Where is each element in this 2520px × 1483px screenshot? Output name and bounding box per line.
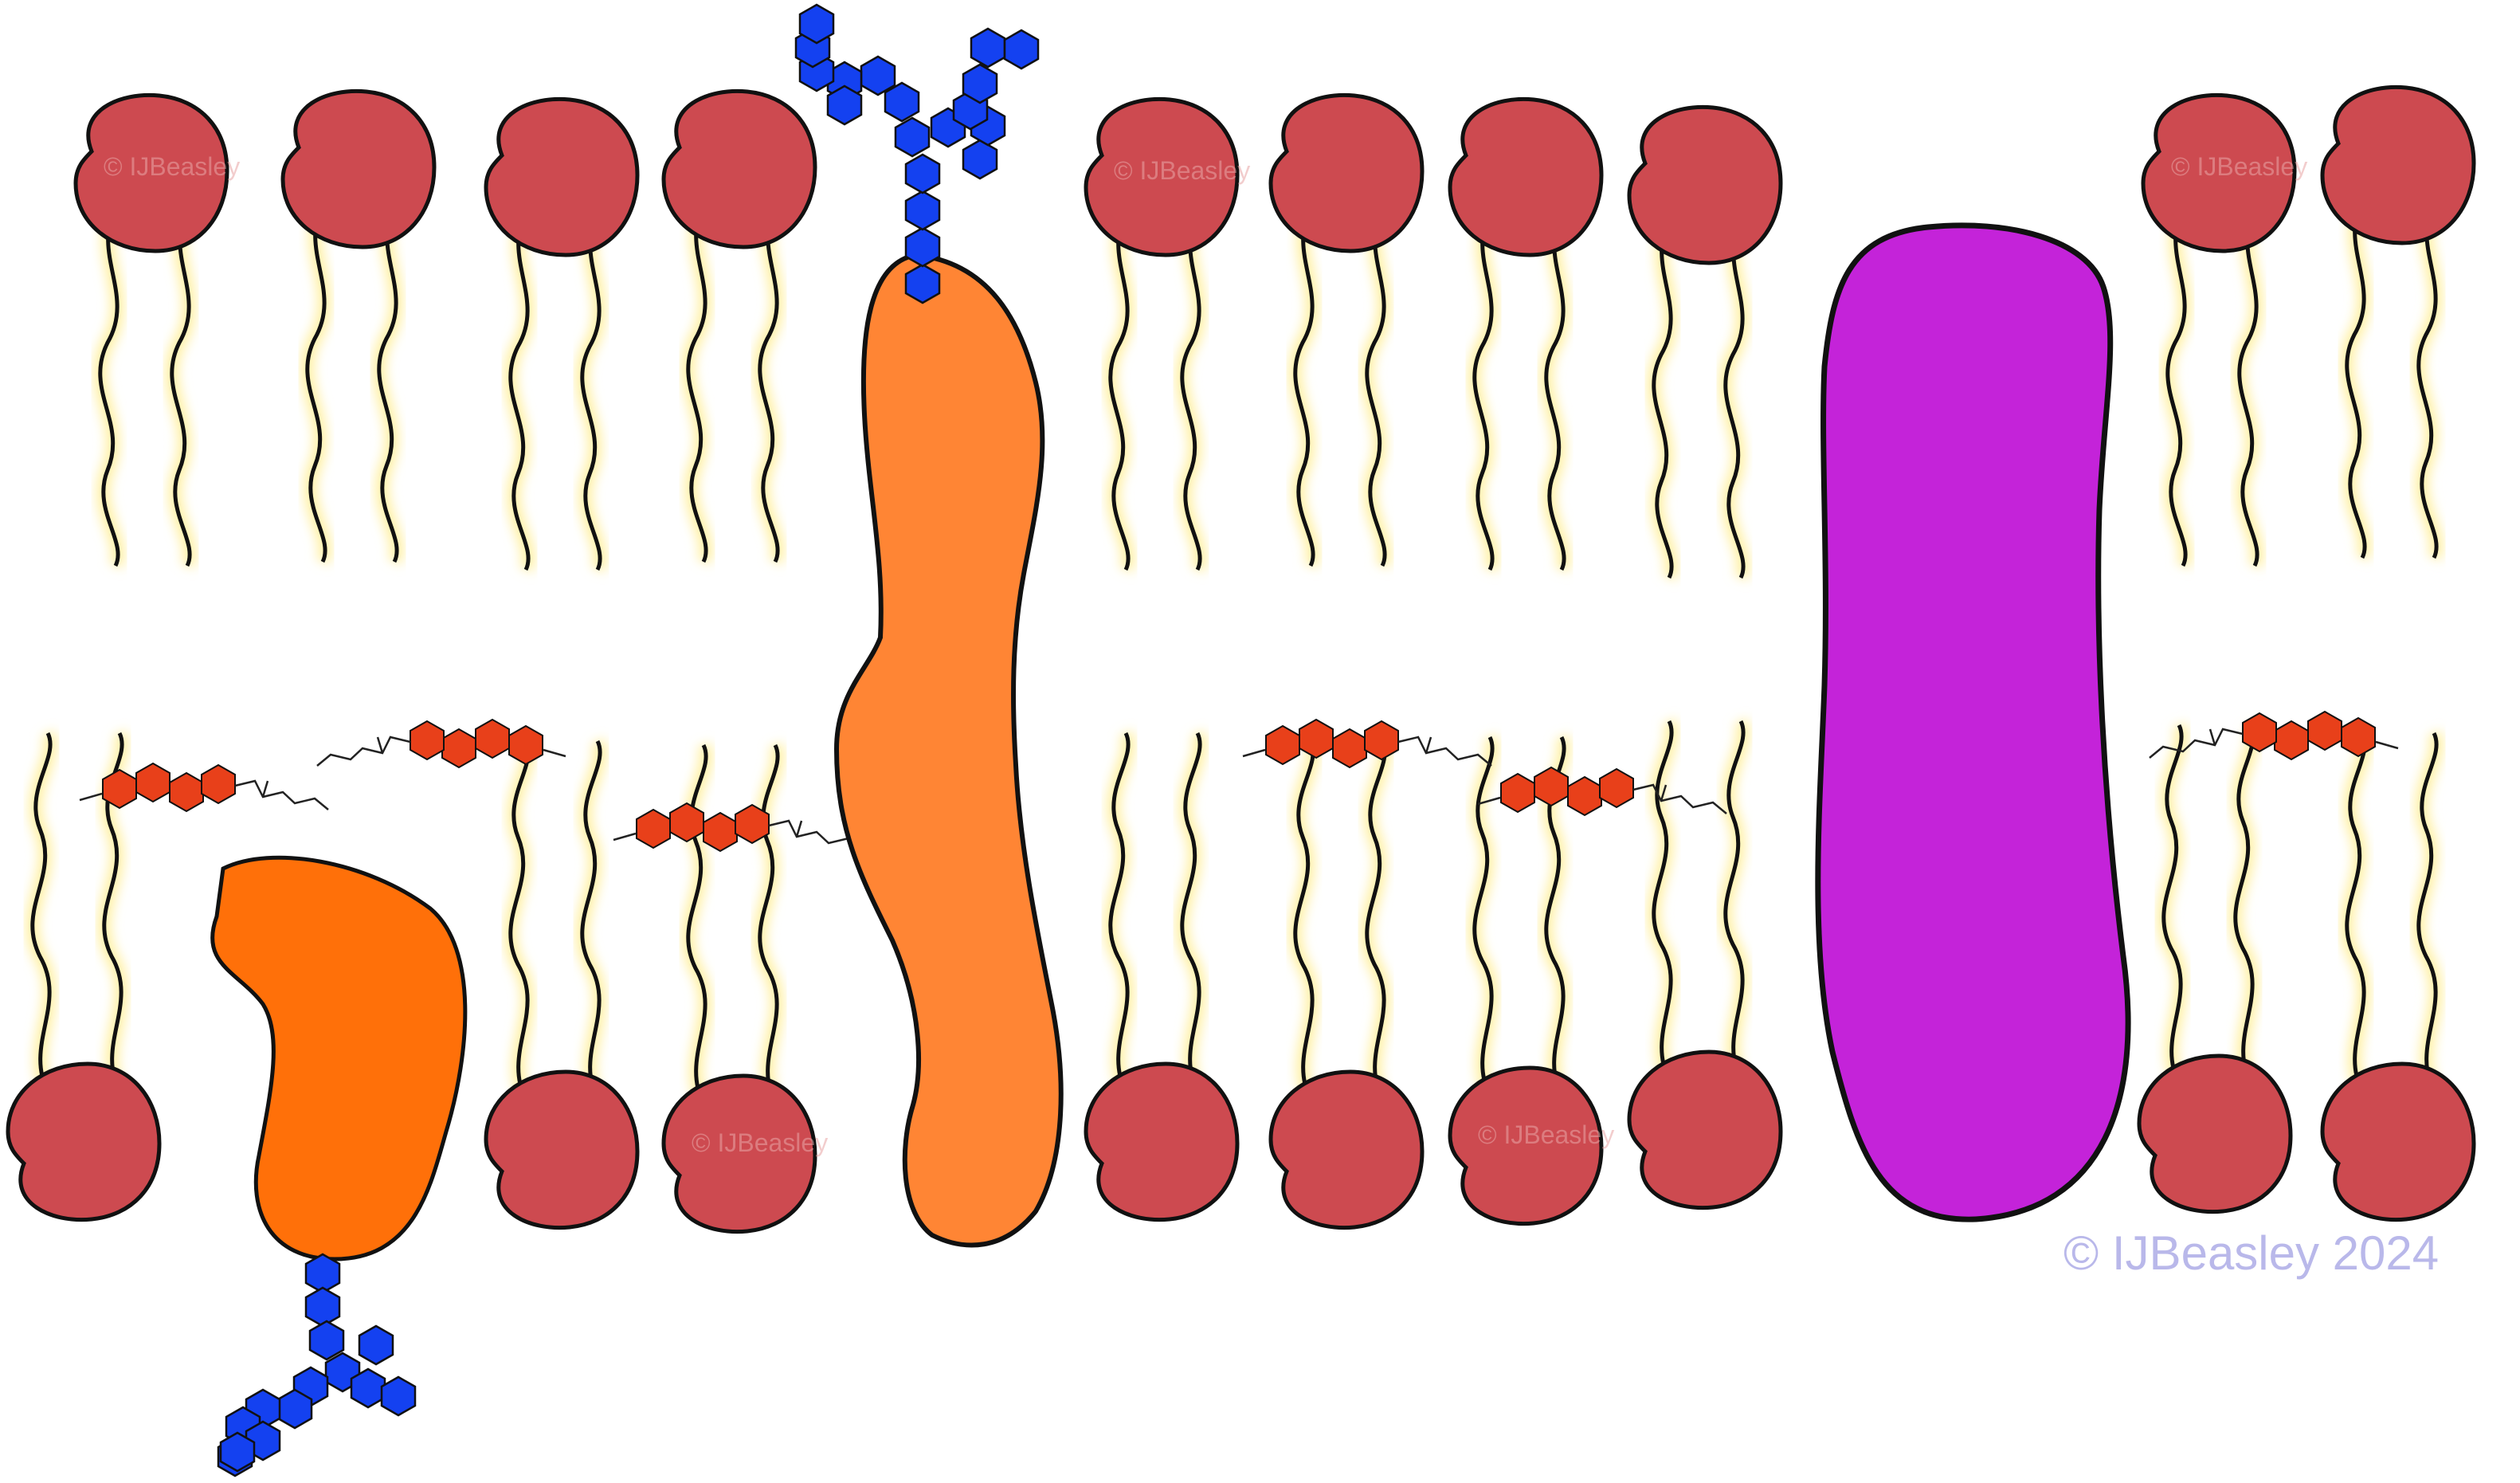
channel-protein-icon	[1815, 222, 2131, 1222]
phospholipid-icon	[1629, 721, 1781, 1208]
watermark-text: © IJBeasley	[104, 152, 240, 181]
watermark-text: © IJBeasley	[2171, 152, 2307, 181]
cholesterol-icon	[80, 763, 328, 811]
cholesterol-icon	[1478, 767, 1726, 815]
glycan-chain-icon	[217, 1253, 417, 1477]
peripheral-protein-icon	[210, 855, 468, 1261]
phospholipid-icon	[486, 741, 637, 1228]
phospholipid-icon	[283, 91, 434, 562]
phospholipid-icon	[1271, 741, 1422, 1228]
cholesterol-icon	[613, 803, 862, 851]
phospholipid-icon	[2322, 733, 2474, 1220]
phospholipid-icon	[1450, 99, 1601, 570]
cholesterol-icon	[1243, 720, 1491, 767]
copyright-notice: © IJBeasley 2024	[2063, 1226, 2440, 1280]
phospholipid-icon	[2139, 725, 2291, 1212]
cholesterol-icon	[317, 720, 566, 767]
outer-leaflet: © IJBeasley © IJBeasley © IJBeasley	[76, 87, 2474, 578]
watermark-text: © IJBeasley	[692, 1128, 828, 1157]
phospholipid-icon: © IJBeasley	[1086, 99, 1250, 570]
phospholipid-icon	[1271, 95, 1422, 566]
watermark-text: © IJBeasley	[1478, 1120, 1614, 1149]
phospholipid-icon	[664, 91, 815, 562]
inner-leaflet: © IJBeasley © IJBeasley	[8, 721, 2474, 1232]
phospholipid-icon	[2322, 87, 2474, 558]
integral-protein-icon	[833, 252, 1064, 1248]
watermark-text: © IJBeasley	[1114, 156, 1250, 185]
phospholipid-icon	[8, 733, 159, 1220]
phospholipid-icon	[486, 99, 637, 570]
phospholipid-icon	[1086, 733, 1237, 1220]
glycan-chain-icon	[794, 3, 1040, 304]
phospholipid-icon: © IJBeasley	[76, 95, 240, 566]
phospholipid-icon: © IJBeasley	[2143, 95, 2307, 566]
phospholipid-icon: © IJBeasley	[1450, 737, 1614, 1224]
phospholipid-icon: © IJBeasley	[664, 745, 828, 1232]
phospholipid-icon	[1629, 107, 1781, 578]
